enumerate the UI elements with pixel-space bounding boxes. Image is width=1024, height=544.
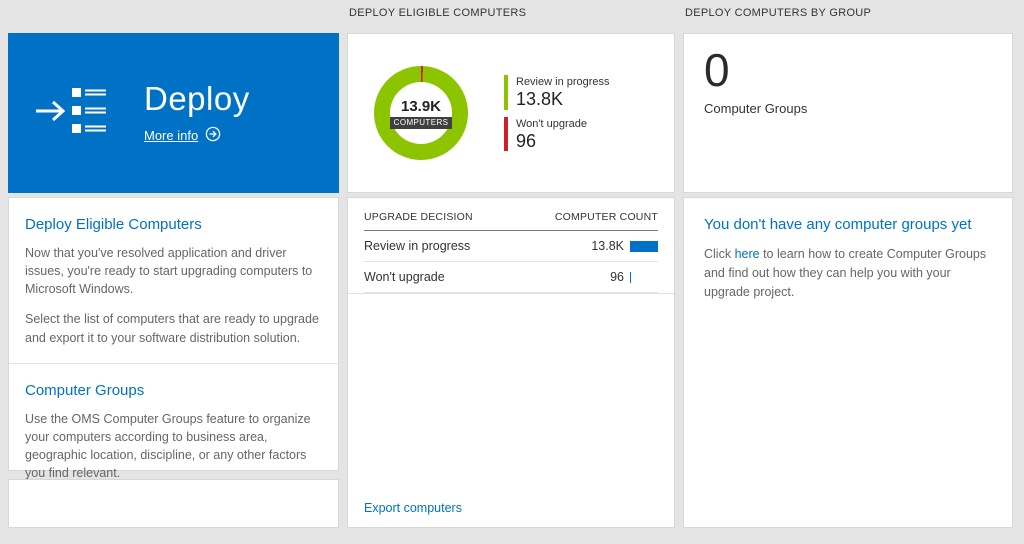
deploy-icon (34, 80, 108, 147)
here-link[interactable]: here (734, 247, 760, 261)
table-row[interactable]: Won't upgrade 96 (364, 262, 658, 293)
column-header-decision: UPGRADE DECISION (364, 211, 473, 223)
deploy-info-panel: Deploy Eligible Computers Now that you'v… (8, 197, 339, 480)
upgrade-decision-table: UPGRADE DECISION COMPUTER COUNT Review i… (348, 198, 674, 293)
more-info-label: More info (144, 128, 199, 144)
groups-panel-heading: You don't have any computer groups yet (704, 216, 972, 233)
section-paragraph: Use the OMS Computer Groups feature to o… (25, 411, 311, 480)
legend-value: 96 (516, 130, 537, 151)
donut-center: 13.9K COMPUTERS (389, 82, 453, 144)
legend-value: 13.8K (516, 88, 564, 109)
donut-legend: Review in progress 13.8K Won't upgrade 9… (504, 68, 610, 159)
cell-decision: Won't upgrade (364, 270, 445, 284)
groups-text-after: to learn how to create Computer Groups a… (704, 247, 987, 299)
donut-center-label: COMPUTERS (389, 116, 453, 129)
computer-groups-count: 0 (704, 44, 730, 96)
table-row[interactable]: Review in progress 13.8K (364, 231, 658, 262)
groups-text-before: Click (704, 247, 735, 261)
column-header-count: COMPUTER COUNT (554, 211, 658, 223)
count-bar (630, 240, 658, 252)
table-bottom-divider (348, 293, 674, 294)
count-bar-track (630, 240, 658, 252)
left-section-groups: Computer Groups Use the OMS Computer Gro… (25, 382, 322, 483)
groups-panel-text: Click here to learn how to create Comput… (704, 245, 992, 301)
left-section-eligible: Deploy Eligible Computers Now that you'v… (25, 216, 322, 347)
donut-center-value: 13.9K (400, 97, 442, 115)
section-heading-eligible: Deploy Eligible Computers (25, 216, 202, 233)
count-bar (630, 271, 631, 283)
donut-ring[interactable]: 13.9K COMPUTERS (374, 66, 468, 160)
computer-groups-panel: You don't have any computer groups yet C… (683, 197, 1013, 528)
legend-item-wont-upgrade: Won't upgrade 96 (504, 116, 610, 152)
deploy-title: Deploy (144, 79, 250, 117)
right-column-header: DEPLOY COMPUTERS BY GROUP (685, 7, 872, 19)
middle-column-header: DEPLOY ELIGIBLE COMPUTERS (349, 7, 527, 19)
cell-decision: Review in progress (364, 239, 471, 253)
section-paragraph: Now that you've resolved application and… (25, 246, 313, 297)
table-header-row: UPGRADE DECISION COMPUTER COUNT (364, 198, 658, 231)
legend-item-review: Review in progress 13.8K (504, 74, 610, 110)
deploy-tile[interactable]: Deploy More info (8, 33, 339, 193)
section-heading-groups: Computer Groups (25, 381, 145, 399)
legend-label: Review in progress (516, 75, 610, 88)
export-computers-link[interactable]: Export computers (364, 501, 462, 515)
legend-label: Won't upgrade (516, 117, 588, 130)
section-paragraph: Select the list of computers that are re… (25, 312, 319, 345)
left-empty-card (8, 479, 339, 528)
count-bar-track (630, 271, 658, 283)
eligible-computers-chart-card: 13.9K COMPUTERS Review in progress 13.8K… (347, 33, 675, 193)
upgrade-decision-table-card: UPGRADE DECISION COMPUTER COUNT Review i… (347, 197, 675, 528)
cell-count: 13.8K (591, 239, 624, 253)
computer-groups-tile[interactable]: 0 Computer Groups (683, 33, 1013, 193)
cell-count: 96 (610, 270, 624, 284)
more-info-link[interactable]: More info (144, 126, 250, 145)
section-divider (9, 362, 338, 364)
arrow-circle-icon (205, 126, 221, 145)
computer-groups-label: Computer Groups (704, 100, 808, 116)
